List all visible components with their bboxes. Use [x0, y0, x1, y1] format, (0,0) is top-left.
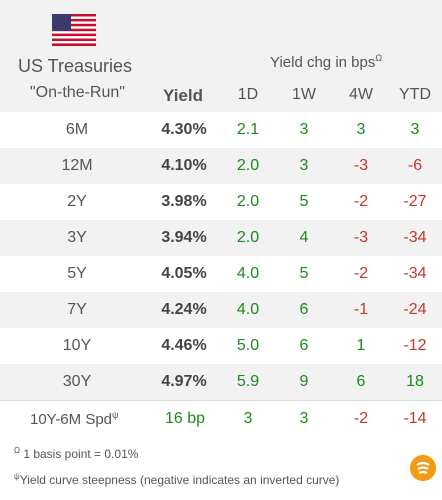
- change-1w-cell: 9: [299, 373, 309, 390]
- change-ytd-cell: 3: [410, 121, 420, 138]
- table-row: 10Y 4.46% 5.0 6 1 -12: [0, 328, 442, 364]
- change-1d-cell: 5.9: [236, 373, 260, 390]
- yield-change-header: Yield chg in bpsΩ: [270, 53, 382, 71]
- change-1w-cell: 3: [299, 121, 309, 138]
- tenor-cell: 5Y: [67, 265, 87, 282]
- yield-cell: 4.05%: [161, 265, 207, 282]
- yield-cell: 4.97%: [161, 373, 207, 390]
- footnote-marker-omega: Ω: [375, 53, 383, 63]
- change-4w-cell: 3: [356, 121, 366, 138]
- col-header-1d: 1D: [237, 86, 259, 103]
- table-row: 7Y 4.24% 4.0 6 -1 -24: [0, 292, 442, 328]
- yield-change-label: Yield chg in bps: [270, 54, 376, 71]
- table-row: 5Y 4.05% 4.0 5 -2 -34: [0, 256, 442, 292]
- spread-label: 10Y-6M Spdψ: [30, 410, 119, 428]
- page-title: US Treasuries: [18, 56, 133, 76]
- change-4w-cell: 6: [356, 373, 366, 390]
- tenor-cell: 6M: [65, 121, 89, 138]
- change-1d-cell: 2.1: [236, 121, 260, 138]
- change-1d-cell: 5.0: [236, 337, 260, 354]
- footnote-curve-steepness: ψYield curve steepness (negative indicat…: [14, 472, 340, 487]
- spread-1w: 3: [299, 410, 309, 427]
- change-4w-cell: -3: [353, 157, 369, 174]
- us-flag-icon: [52, 14, 96, 46]
- table-row: 30Y 4.97% 5.9 9 6 18: [0, 364, 442, 400]
- tenor-cell: 2Y: [67, 193, 87, 210]
- yield-cell: 3.94%: [161, 229, 207, 246]
- spread-1d: 3: [243, 410, 253, 427]
- tenor-cell: 3Y: [67, 229, 87, 246]
- tenor-cell: 10Y: [62, 337, 92, 354]
- table-row: 12M 4.10% 2.0 3 -3 -6: [0, 148, 442, 184]
- yield-cell: 4.30%: [161, 121, 207, 138]
- page-subtitle: "On-the-Run": [30, 84, 125, 101]
- change-ytd-cell: -34: [403, 265, 427, 282]
- yield-cell: 4.10%: [161, 157, 207, 174]
- spread-value: 16 bp: [164, 410, 206, 427]
- yield-cell: 3.98%: [161, 193, 207, 210]
- spread-row: 10Y-6M Spdψ 16 bp 3 3 -2 -14: [0, 400, 442, 437]
- change-1d-cell: 2.0: [236, 229, 260, 246]
- change-1w-cell: 5: [299, 193, 309, 210]
- col-header-4w: 4W: [349, 86, 373, 103]
- change-ytd-cell: -12: [403, 337, 427, 354]
- tenor-cell: 12M: [61, 157, 93, 174]
- change-1d-cell: 4.0: [236, 265, 260, 282]
- tenor-cell: 7Y: [67, 301, 87, 318]
- change-1w-cell: 4: [299, 229, 309, 246]
- brand-logo-icon[interactable]: [410, 455, 436, 481]
- change-1d-cell: 4.0: [236, 301, 260, 318]
- spread-ytd: -14: [403, 410, 427, 427]
- change-4w-cell: 1: [356, 337, 366, 354]
- change-4w-cell: -2: [353, 265, 369, 282]
- change-4w-cell: -3: [353, 229, 369, 246]
- change-ytd-cell: -34: [403, 229, 427, 246]
- change-1w-cell: 6: [299, 337, 309, 354]
- col-header-1w: 1W: [292, 86, 316, 103]
- change-ytd-cell: -27: [403, 193, 427, 210]
- yield-column-header: Yield: [163, 86, 203, 105]
- change-1w-cell: 3: [299, 157, 309, 174]
- change-ytd-cell: -6: [407, 157, 423, 174]
- change-1w-cell: 6: [299, 301, 309, 318]
- change-1d-cell: 2.0: [236, 193, 260, 210]
- change-1d-cell: 2.0: [236, 157, 260, 174]
- col-header-ytd: YTD: [399, 86, 431, 103]
- change-4w-cell: -2: [353, 193, 369, 210]
- spread-4w: -2: [353, 410, 369, 427]
- footnote-marker-psi: ψ: [112, 410, 119, 420]
- yield-cell: 4.24%: [161, 301, 207, 318]
- table-row: 6M 4.30% 2.1 3 3 3: [0, 112, 442, 148]
- change-ytd-cell: -24: [403, 301, 427, 318]
- change-4w-cell: -1: [353, 301, 369, 318]
- tenor-cell: 30Y: [62, 373, 92, 390]
- table-row: 3Y 3.94% 2.0 4 -3 -34: [0, 220, 442, 256]
- table-row: 2Y 3.98% 2.0 5 -2 -27: [0, 184, 442, 220]
- change-1w-cell: 5: [299, 265, 309, 282]
- change-ytd-cell: 18: [406, 373, 424, 390]
- footnote-basis-point: Ω 1 basis point = 0.01%: [14, 446, 139, 461]
- yield-cell: 4.46%: [161, 337, 207, 354]
- table-header: US Treasuries "On-the-Run" Yield chg in …: [0, 0, 442, 112]
